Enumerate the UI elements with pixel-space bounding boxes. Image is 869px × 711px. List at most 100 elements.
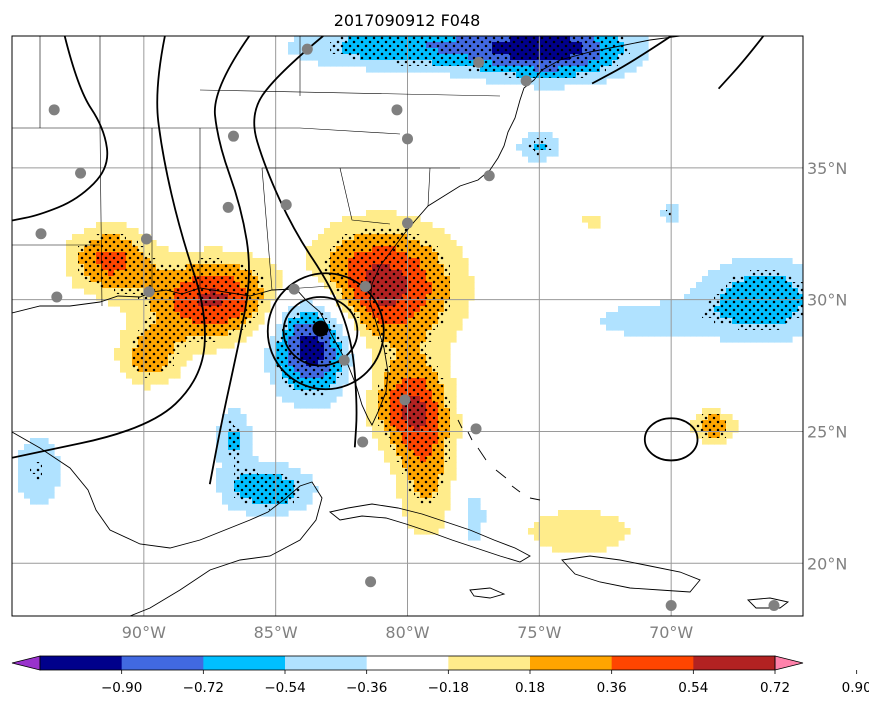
field-cell — [426, 234, 433, 241]
stipple-cell — [324, 354, 330, 360]
field-cell — [450, 420, 457, 427]
stipple-cell — [144, 282, 150, 288]
stipple-cell — [216, 318, 222, 324]
stipple-cell — [444, 420, 450, 426]
stipple-cell — [792, 300, 798, 306]
stipple-cell — [522, 48, 528, 54]
field-cell — [402, 486, 409, 493]
stipple-cell — [354, 294, 360, 300]
field-cell — [714, 288, 721, 295]
lon-tick-label: 80°W — [385, 623, 429, 642]
stipple-cell — [426, 54, 432, 60]
stipple-cell — [84, 252, 90, 258]
field-cell — [300, 504, 307, 511]
stipple-cell — [780, 276, 786, 282]
stipple-cell — [306, 354, 312, 360]
stipple-cell — [228, 282, 234, 288]
stipple-cell — [732, 312, 738, 318]
stipple-cell — [414, 390, 420, 396]
stipple-cell — [306, 372, 312, 378]
stipple-cell — [186, 330, 192, 336]
field-cell — [618, 318, 625, 325]
field-cell — [570, 540, 577, 547]
stipple-cell — [384, 246, 390, 252]
field-cell — [558, 546, 565, 553]
stipple-cell — [270, 480, 276, 486]
stipple-cell — [408, 432, 414, 438]
field-cell — [798, 264, 803, 271]
field-cell — [396, 492, 403, 499]
stipple-cell — [750, 270, 756, 276]
field-cell — [690, 294, 697, 301]
field-cell — [462, 276, 469, 283]
stipple-cell — [612, 42, 618, 48]
stipple-cell — [174, 270, 180, 276]
field-cell — [444, 390, 451, 397]
field-cell — [264, 294, 271, 301]
stipple-cell — [288, 378, 294, 384]
field-cell — [750, 330, 757, 337]
field-cell — [612, 318, 619, 325]
field-cell — [72, 270, 79, 277]
field-cell — [372, 336, 379, 343]
field-cell — [126, 318, 133, 325]
field-cell — [570, 516, 577, 523]
stipple-cell — [786, 312, 792, 318]
field-cell — [468, 276, 475, 283]
stipple-cell — [282, 354, 288, 360]
stipple-cell — [180, 306, 186, 312]
stipple-cell — [492, 66, 498, 72]
field-cell — [378, 438, 385, 445]
stipple-cell — [126, 282, 132, 288]
field-cell — [414, 516, 421, 523]
stipple-cell — [768, 306, 774, 312]
field-cell — [546, 522, 553, 529]
stipple-cell — [432, 258, 438, 264]
lon-tick-label: 85°W — [254, 623, 298, 642]
field-cell — [288, 390, 295, 397]
field-cell — [216, 486, 223, 493]
stipple-cell — [744, 294, 750, 300]
field-cell — [456, 72, 463, 79]
field-cell — [528, 150, 535, 157]
stipple-cell — [246, 498, 252, 504]
stipple-cell — [438, 396, 444, 402]
field-cell — [432, 330, 439, 337]
field-cell — [210, 348, 217, 355]
stipple-cell — [378, 36, 384, 42]
field-cell — [438, 228, 445, 235]
stipple-cell — [186, 300, 192, 306]
field-cell — [162, 378, 169, 385]
stipple-cell — [186, 264, 192, 270]
field-cell — [42, 450, 49, 457]
stipple-cell — [192, 288, 198, 294]
field-cell — [654, 306, 661, 313]
field-cell — [678, 330, 685, 337]
stipple-cell — [606, 48, 612, 54]
stipple-cell — [414, 366, 420, 372]
field-cell — [564, 534, 571, 541]
field-cell — [84, 228, 91, 235]
field-cell — [222, 336, 229, 343]
stipple-cell — [762, 300, 768, 306]
stipple-cell — [426, 240, 432, 246]
stipple-cell — [276, 474, 282, 480]
stipple-cell — [792, 312, 798, 318]
field-cell — [660, 300, 667, 307]
stipple-cell — [216, 276, 222, 282]
field-cell — [306, 492, 313, 499]
field-cell — [594, 516, 601, 523]
field-cell — [246, 324, 253, 331]
field-cell — [318, 246, 325, 253]
stipple-cell — [354, 252, 360, 258]
field-cell — [138, 372, 145, 379]
station-dot — [359, 280, 371, 292]
field-cell — [444, 234, 451, 241]
field-cell — [702, 324, 709, 331]
field-cell — [72, 234, 79, 241]
field-cell — [78, 240, 85, 247]
field-cell — [594, 72, 601, 79]
stipple-cell — [588, 54, 594, 60]
field-cell — [366, 210, 373, 217]
field-cell — [246, 432, 253, 439]
